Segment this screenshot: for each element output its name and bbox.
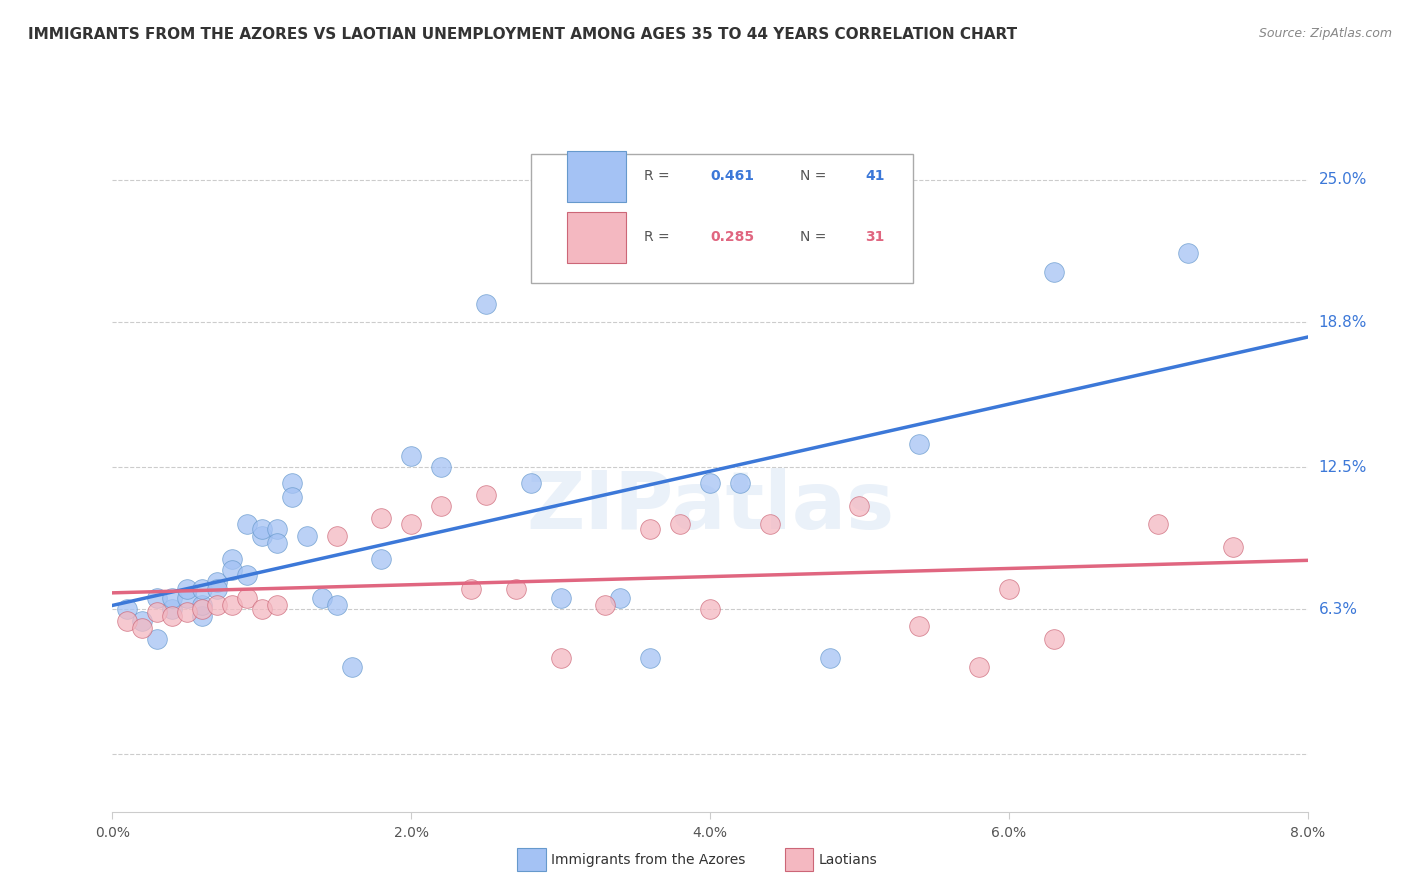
Point [221, 598, 243, 612]
Point [205, 598, 228, 612]
Point [758, 517, 780, 532]
Point [146, 605, 169, 619]
Point [191, 602, 214, 616]
Point [1147, 517, 1170, 532]
Point [146, 632, 169, 647]
Point [191, 582, 214, 596]
Text: 0.285: 0.285 [710, 230, 754, 244]
Text: N =: N = [800, 230, 831, 244]
Point [131, 621, 153, 635]
Point [117, 614, 139, 628]
Point [205, 574, 228, 589]
Point [236, 517, 259, 532]
Point [848, 499, 870, 513]
Point [401, 449, 423, 463]
Point [550, 650, 572, 665]
Text: IMMIGRANTS FROM THE AZORES VS LAOTIAN UNEMPLOYMENT AMONG AGES 35 TO 44 YEARS COR: IMMIGRANTS FROM THE AZORES VS LAOTIAN UN… [28, 27, 1018, 42]
Point [340, 660, 363, 674]
Text: 0.461: 0.461 [710, 169, 754, 183]
Point [117, 602, 139, 616]
Point [1042, 265, 1064, 279]
Text: 25.0%: 25.0% [1319, 172, 1367, 187]
Point [131, 614, 153, 628]
Point [818, 650, 841, 665]
Text: 31: 31 [865, 230, 884, 244]
Point [997, 582, 1019, 596]
Point [505, 582, 527, 596]
Point [728, 476, 751, 491]
Point [370, 510, 392, 524]
Point [281, 476, 304, 491]
Point [550, 591, 572, 605]
Point [221, 552, 243, 566]
Point [176, 582, 198, 596]
Point [176, 591, 198, 605]
Text: 12.5%: 12.5% [1319, 459, 1367, 475]
Point [162, 609, 183, 624]
Point [1222, 541, 1244, 555]
Point [430, 499, 453, 513]
Text: Source: ZipAtlas.com: Source: ZipAtlas.com [1258, 27, 1392, 40]
Point [520, 476, 543, 491]
Point [295, 529, 318, 543]
Text: 41: 41 [865, 169, 884, 183]
Point [595, 598, 617, 612]
Point [638, 522, 661, 536]
Point [266, 522, 288, 536]
Point [638, 650, 661, 665]
Point [205, 582, 228, 596]
Point [236, 568, 259, 582]
Point [236, 591, 259, 605]
Text: ZIPatlas: ZIPatlas [526, 467, 894, 546]
Point [475, 487, 498, 501]
Point [669, 517, 692, 532]
Point [1042, 632, 1064, 647]
Point [191, 609, 214, 624]
Point [191, 598, 214, 612]
Point [325, 529, 347, 543]
Text: R =: R = [644, 169, 675, 183]
Point [1177, 246, 1199, 260]
Point [908, 437, 931, 451]
Point [370, 552, 392, 566]
Point [908, 618, 931, 632]
Text: 6.3%: 6.3% [1319, 602, 1358, 617]
Point [266, 598, 288, 612]
Point [475, 297, 498, 311]
Point [162, 591, 183, 605]
Point [281, 490, 304, 504]
FancyBboxPatch shape [567, 211, 626, 262]
Point [699, 602, 721, 616]
Text: Laotians: Laotians [818, 853, 877, 867]
Point [311, 591, 333, 605]
FancyBboxPatch shape [531, 154, 914, 283]
Point [250, 602, 273, 616]
Text: N =: N = [800, 169, 831, 183]
Text: Immigrants from the Azores: Immigrants from the Azores [551, 853, 745, 867]
Point [699, 476, 721, 491]
Point [967, 660, 990, 674]
Point [325, 598, 347, 612]
Text: 18.8%: 18.8% [1319, 315, 1367, 330]
Point [250, 522, 273, 536]
FancyBboxPatch shape [567, 151, 626, 202]
Text: R =: R = [644, 230, 675, 244]
Point [221, 563, 243, 577]
Point [609, 591, 631, 605]
Point [401, 517, 423, 532]
Point [430, 460, 453, 475]
Point [162, 602, 183, 616]
Point [460, 582, 482, 596]
Point [266, 536, 288, 550]
Point [146, 591, 169, 605]
Point [176, 605, 198, 619]
Point [250, 529, 273, 543]
